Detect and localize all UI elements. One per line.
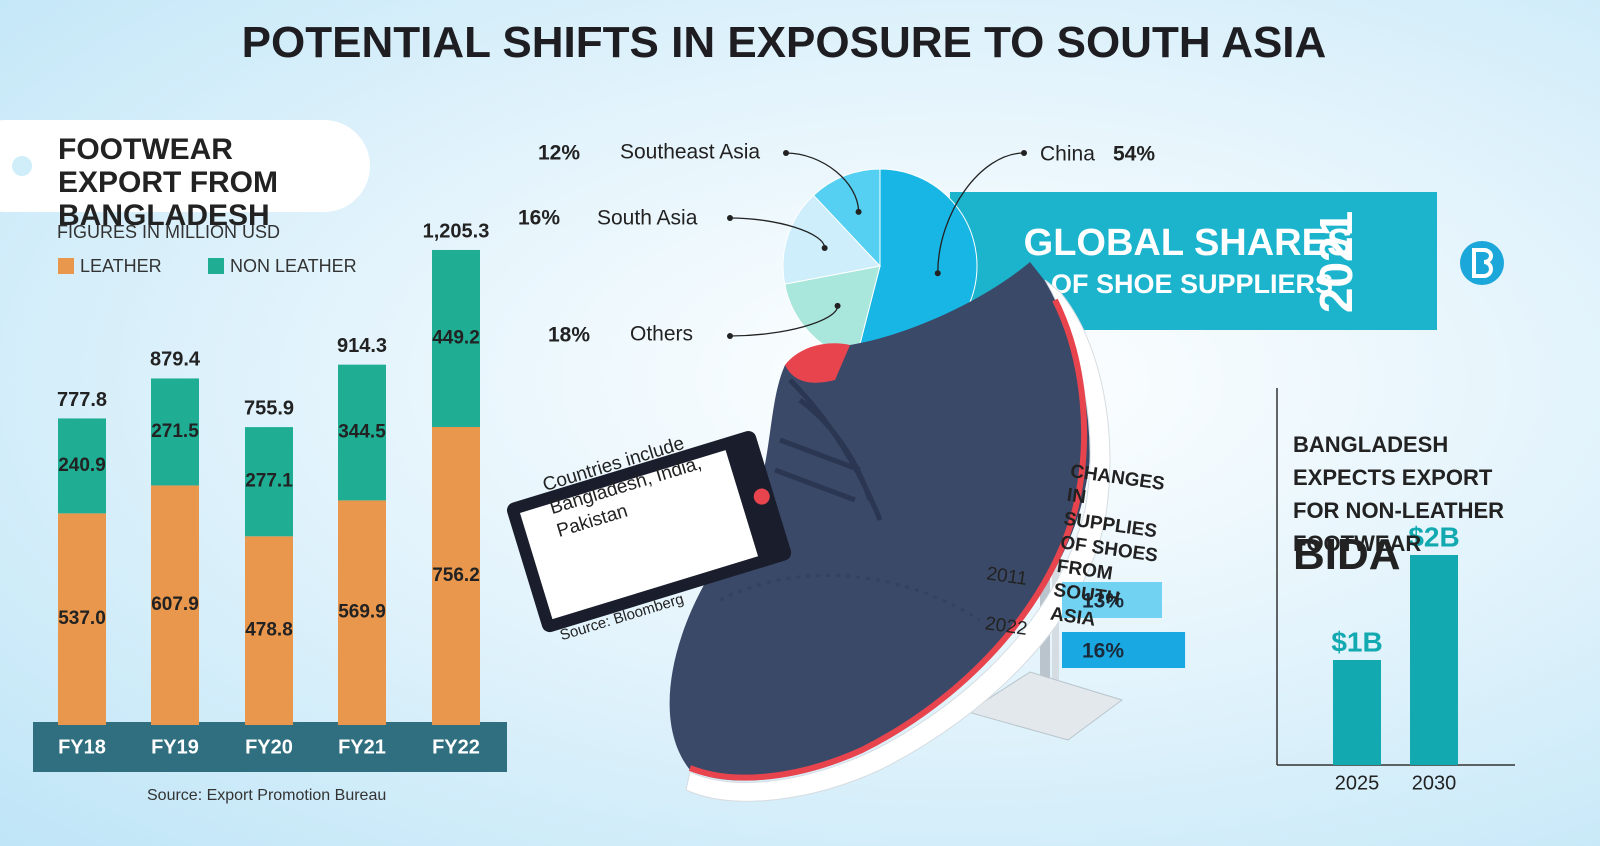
legend-label: NON LEATHER — [230, 256, 357, 276]
value-label: 537.0 — [58, 608, 106, 629]
page-title: POTENTIAL SHIFTS IN EXPOSURE TO SOUTH AS… — [241, 18, 1327, 67]
total-label: 879.4 — [150, 349, 201, 371]
bar — [1062, 582, 1162, 618]
slice-label: Others — [630, 323, 693, 346]
total-label: 1,205.3 — [423, 220, 490, 242]
bar-segment — [151, 485, 199, 725]
slice-value: 54% — [1113, 143, 1155, 166]
value-label: 13% — [1082, 590, 1124, 613]
value-label: 277.1 — [245, 471, 293, 492]
bar — [1333, 660, 1381, 765]
value-label: $1B — [1331, 626, 1382, 657]
value-label: $2B — [1408, 521, 1459, 552]
pie-subtitle: OF SHOE SUPPLIERS — [1051, 269, 1333, 299]
pie-layer — [782, 168, 978, 364]
value-label: 240.9 — [58, 455, 106, 476]
bar-subtitle: BIDA — [1293, 530, 1401, 579]
value-label: 756.2 — [432, 565, 480, 586]
x-tick-label: FY21 — [338, 736, 386, 758]
slice-value: 16% — [518, 207, 560, 230]
hbar-title: CHANGES IN SUPPLIES OF SHOES FROM SOUTH … — [1048, 460, 1166, 631]
pill-dot — [12, 156, 32, 176]
slice-label: China — [1040, 143, 1095, 166]
slice-value: 18% — [548, 324, 590, 347]
leader-dot — [834, 302, 841, 309]
logo — [1460, 241, 1504, 285]
x-tick-label: FY19 — [151, 736, 199, 758]
pie-slice — [812, 168, 881, 268]
stand-base — [966, 671, 1124, 741]
leader-dot — [727, 215, 733, 221]
value-label: 271.5 — [151, 421, 199, 442]
leader-line — [785, 152, 860, 212]
leader-line — [729, 217, 826, 249]
value-label: 16% — [1082, 640, 1124, 663]
slice-label: South Asia — [597, 207, 698, 230]
category-band — [33, 722, 507, 772]
leader-dot — [783, 150, 789, 156]
shoe — [669, 262, 1111, 802]
bar — [1410, 555, 1458, 765]
source: Source: Export Promotion Bureau — [147, 787, 387, 804]
tag — [506, 430, 792, 633]
bar-segment — [245, 536, 293, 725]
total-label: 914.3 — [337, 335, 387, 357]
chart-title: FOOTWEAR EXPORT FROM BANGLADESH — [58, 133, 279, 232]
stand-pole — [1052, 450, 1059, 700]
bar-segment — [58, 513, 106, 725]
slice-label: Southeast Asia — [620, 141, 760, 164]
pie-slice — [782, 194, 881, 285]
bar-segment — [432, 426, 480, 725]
slice-value: 12% — [538, 142, 580, 165]
leader-line — [937, 152, 1025, 274]
title-pill — [0, 120, 370, 212]
x-tick-label: FY18 — [58, 736, 106, 758]
value-label: 607.9 — [151, 594, 199, 615]
bar-segment — [58, 418, 106, 514]
total-label: 777.8 — [57, 389, 107, 411]
bar-segment — [245, 427, 293, 537]
bar-segment — [432, 249, 480, 427]
leader-dot — [821, 245, 828, 252]
bar-segment — [151, 378, 199, 486]
bar — [1062, 632, 1186, 668]
bar-segment — [338, 500, 386, 725]
leader-dot — [855, 208, 862, 215]
chart-subtitle: FIGURES IN MILLION USD — [57, 222, 281, 242]
leader-dot — [727, 333, 733, 339]
leader-dot — [934, 270, 941, 277]
value-label: 569.9 — [338, 602, 386, 623]
total-label: 755.9 — [244, 397, 294, 419]
legend-swatch — [208, 258, 224, 274]
bar-title: BANGLADESH EXPECTS EXPORT FOR NON-LEATHE… — [1293, 432, 1505, 556]
value-label: 478.8 — [245, 620, 293, 641]
pie-title: GLOBAL SHARES — [1024, 222, 1353, 264]
x-tick-label: FY20 — [245, 736, 293, 758]
legend-label: LEATHER — [80, 256, 162, 276]
value-label: 449.2 — [432, 327, 480, 348]
legend-swatch — [58, 258, 74, 274]
pie-year: 2021 — [1310, 211, 1362, 313]
leader-dot — [1021, 150, 1027, 156]
x-tick-label: 2030 — [1412, 772, 1457, 794]
value-label: 344.5 — [338, 422, 386, 443]
leader-line — [729, 305, 839, 337]
x-tick-label: FY22 — [432, 736, 480, 758]
logo-mark — [1472, 248, 1493, 278]
x-tick-label: 2025 — [1335, 772, 1380, 794]
bar-segment — [338, 364, 386, 501]
